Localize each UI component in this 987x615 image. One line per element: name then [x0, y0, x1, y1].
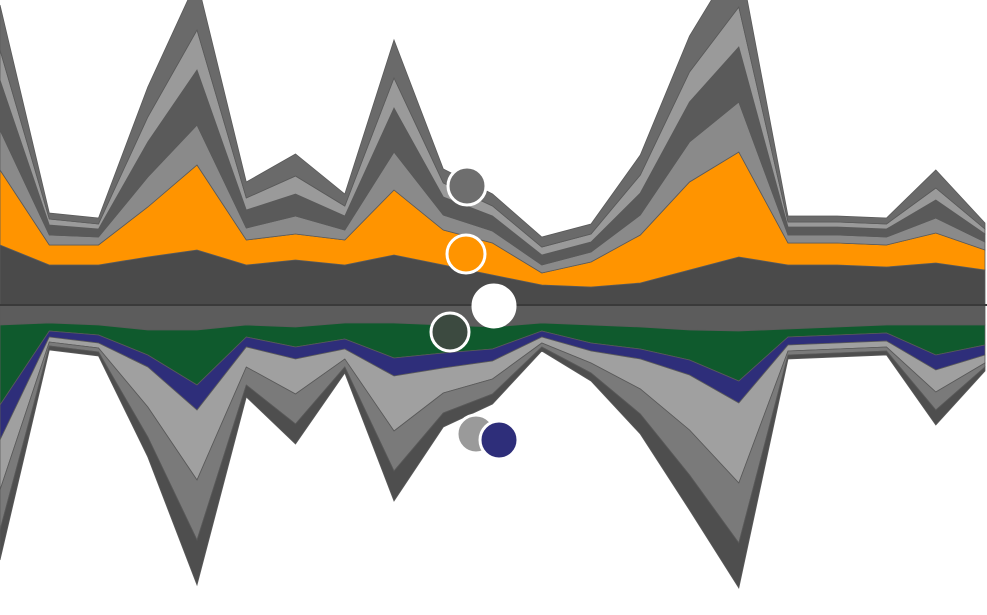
top-layers	[0, 0, 986, 306]
markers	[429, 165, 520, 461]
marker-0[interactable]	[446, 165, 488, 207]
marker-2[interactable]	[471, 283, 517, 329]
top-layer-5	[0, 0, 986, 248]
marker-1[interactable]	[445, 233, 487, 275]
bottom-layer-5	[0, 345, 986, 590]
marker-5[interactable]	[478, 419, 520, 461]
marker-3[interactable]	[429, 311, 471, 353]
